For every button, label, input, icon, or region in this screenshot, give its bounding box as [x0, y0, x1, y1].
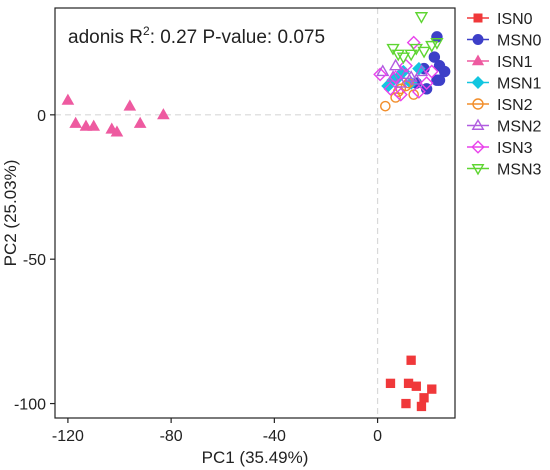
point-msn3 — [414, 12, 429, 24]
y-tick-label: 0 — [37, 108, 46, 125]
point-isn3 — [388, 70, 403, 85]
point-msn3 — [386, 43, 400, 56]
point-isn0 — [406, 355, 416, 365]
legend-item-isn3: ISN3 — [467, 140, 533, 157]
legend-label-msn1: MSN1 — [497, 76, 542, 93]
series-isn3 — [373, 35, 439, 102]
point-msn2 — [388, 58, 403, 71]
point-isn0 — [403, 378, 414, 389]
point-isn1 — [79, 119, 93, 131]
point-isn3 — [383, 81, 398, 96]
series-isn0 — [385, 355, 437, 412]
point-msn3 — [396, 52, 411, 65]
legend: ISN0 MSN0 ISN1 MSN1 ISN2 MSN2 ISN3 MSN3 — [467, 11, 542, 179]
point-isn0 — [401, 398, 411, 409]
legend-label-msn3: MSN3 — [497, 162, 542, 179]
point-msn2 — [394, 75, 408, 88]
plot-frame — [54, 7, 456, 419]
point-msn2 — [376, 64, 390, 77]
y-axis-title: PC2 (25.03%) — [1, 160, 20, 267]
annotation-superscript: 2 — [143, 24, 150, 38]
y-tick-label: -50 — [23, 252, 46, 269]
point-msn0 — [438, 65, 451, 78]
legend-item-msn3: MSN3 — [467, 162, 542, 179]
legend-item-msn0: MSN0 — [467, 33, 542, 50]
point-isn3 — [398, 58, 413, 73]
x-tick-label: -40 — [263, 428, 286, 445]
legend-item-isn0: ISN0 — [467, 11, 533, 28]
legend-marker-msn1 — [471, 76, 485, 89]
adonis-annotation: adonis R2: 0.27 P-value: 0.075 — [68, 24, 325, 48]
point-isn1 — [110, 125, 124, 137]
legend-item-msn1: MSN1 — [467, 76, 542, 93]
point-isn3 — [373, 67, 388, 82]
legend-marker-msn3 — [471, 164, 485, 176]
x-axis-title: PC1 (35.49%) — [202, 448, 309, 467]
point-msn2 — [414, 64, 429, 77]
point-msn2 — [409, 73, 423, 85]
point-isn3 — [393, 87, 408, 102]
point-isn0 — [385, 378, 396, 389]
point-msn3 — [417, 46, 431, 59]
point-msn3 — [425, 40, 439, 53]
legend-item-msn2: MSN2 — [467, 119, 542, 136]
legend-marker-isn3 — [471, 140, 485, 154]
x-tick-label: 0 — [373, 428, 382, 445]
point-isn2 — [380, 100, 391, 112]
legend-label-isn2: ISN2 — [497, 97, 533, 114]
x-tick-label: -120 — [52, 428, 84, 445]
legend-marker-isn1 — [471, 54, 485, 66]
series-msn3 — [386, 12, 444, 65]
point-isn1 — [123, 99, 137, 111]
legend-label-isn3: ISN3 — [497, 140, 533, 157]
data-points-layer — [55, 8, 455, 418]
point-isn3 — [424, 64, 439, 79]
annotation-suffix: : 0.27 P-value: 0.075 — [150, 27, 325, 48]
legend-label-msn2: MSN2 — [497, 119, 542, 136]
point-msn3 — [430, 38, 444, 50]
x-tick-label: -80 — [160, 428, 183, 445]
point-isn0 — [427, 384, 437, 394]
legend-item-isn2: ISN2 — [467, 97, 533, 114]
legend-marker-msn0 — [472, 34, 484, 45]
point-msn0 — [431, 31, 443, 43]
legend-marker-msn2 — [471, 118, 485, 130]
legend-label-msn0: MSN0 — [497, 33, 542, 50]
point-isn3 — [419, 76, 434, 91]
legend-label-isn1: ISN1 — [497, 54, 533, 71]
point-isn3 — [411, 84, 426, 99]
point-msn3 — [404, 49, 418, 62]
point-isn1 — [61, 93, 75, 105]
point-isn1 — [87, 119, 101, 131]
point-isn1 — [157, 108, 170, 120]
point-isn0 — [416, 401, 427, 412]
point-isn0 — [411, 381, 421, 391]
y-tick-label: -100 — [14, 397, 46, 414]
point-msn0 — [433, 74, 446, 86]
annotation-prefix: adonis R — [68, 27, 143, 48]
point-msn0 — [428, 51, 441, 63]
point-isn0 — [419, 393, 429, 403]
point-msn3 — [391, 49, 405, 62]
point-isn1 — [69, 116, 82, 128]
point-msn2 — [399, 67, 413, 80]
legend-item-isn1: ISN1 — [467, 54, 533, 71]
legend-label-isn0: ISN0 — [497, 11, 533, 28]
legend-marker-isn0 — [473, 13, 483, 23]
point-isn1 — [133, 116, 147, 128]
point-msn2 — [404, 70, 418, 82]
legend-marker-isn2 — [472, 98, 484, 110]
series-isn1 — [61, 93, 170, 137]
